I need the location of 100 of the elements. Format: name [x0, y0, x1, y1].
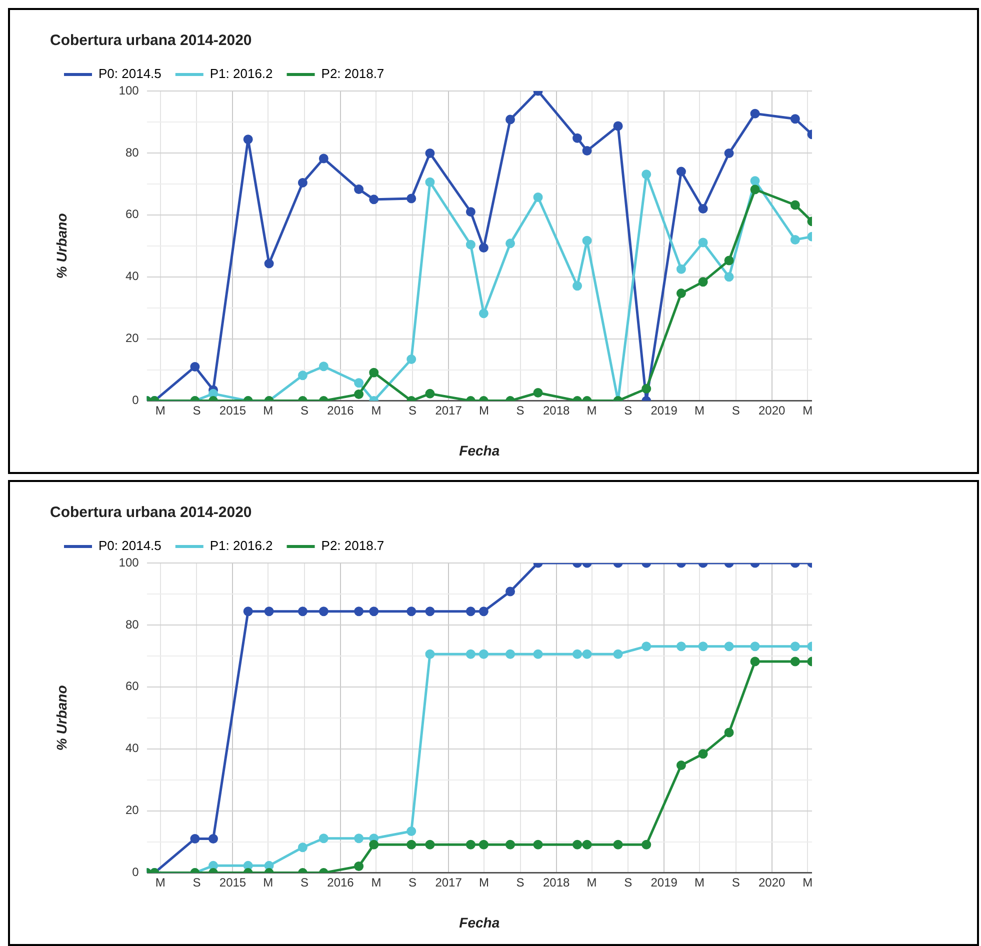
point	[724, 148, 734, 158]
x-tick-label: S	[516, 875, 524, 890]
y-tick-label: 40	[125, 741, 140, 756]
point	[298, 178, 308, 188]
x-tick-label: 2018	[542, 403, 570, 418]
point	[572, 840, 582, 850]
y-tick-label: 20	[125, 803, 140, 818]
x-tick-label: M	[263, 875, 274, 890]
x-tick-label: M	[802, 875, 813, 890]
point	[676, 264, 686, 274]
x-tick-label: 2017	[435, 403, 462, 418]
y-tick-label: 40	[125, 269, 140, 284]
point	[676, 642, 686, 652]
point	[354, 390, 364, 400]
point	[406, 840, 416, 850]
y-tick-label: 60	[125, 679, 140, 694]
point	[572, 649, 582, 659]
point	[425, 148, 435, 158]
point	[425, 606, 435, 616]
legend-label: P1: 2016.2	[210, 538, 273, 554]
x-tick-label: M	[263, 403, 274, 418]
point	[478, 606, 488, 616]
point	[698, 642, 708, 652]
point	[750, 642, 760, 652]
point	[354, 862, 364, 872]
legend-label: P2: 2018.7	[321, 538, 384, 554]
point	[264, 860, 274, 870]
point	[613, 840, 623, 850]
point	[425, 840, 435, 850]
point	[506, 238, 516, 248]
point	[354, 378, 364, 388]
x-tick-label: 2020	[758, 875, 786, 890]
point	[698, 204, 708, 214]
point	[613, 121, 623, 131]
x-tick-label: 2019	[650, 403, 678, 418]
x-tick-label: 2016	[327, 403, 354, 418]
point	[506, 586, 516, 596]
y-tick-label: 80	[125, 145, 140, 160]
point	[425, 649, 435, 659]
point	[642, 840, 652, 850]
legend-label: P1: 2016.2	[210, 66, 273, 82]
x-tick-label: S	[192, 403, 201, 418]
point	[425, 177, 435, 187]
y-axis-title: % Urbano	[53, 212, 70, 279]
point	[406, 354, 416, 364]
legend-label: P0: 2014.5	[98, 66, 162, 82]
x-tick-label: S	[624, 875, 632, 890]
x-tick-label: S	[192, 875, 201, 890]
point	[790, 114, 800, 124]
point	[724, 642, 734, 652]
point	[425, 388, 435, 398]
point	[466, 649, 476, 659]
x-tick-label: 2018	[542, 875, 570, 890]
point	[698, 749, 708, 759]
point	[506, 840, 516, 850]
point	[369, 606, 379, 616]
x-tick-label: M	[694, 875, 705, 890]
point	[190, 834, 200, 844]
point	[750, 184, 760, 194]
point	[406, 606, 416, 616]
y-tick-label: 100	[118, 83, 140, 98]
point	[466, 840, 476, 850]
point	[790, 234, 800, 244]
x-tick-label: 2020	[758, 403, 786, 418]
x-tick-label: M	[802, 403, 813, 418]
point	[642, 170, 652, 180]
point	[264, 606, 274, 616]
x-axis-title: Fecha	[459, 442, 500, 458]
point	[698, 238, 708, 248]
point	[478, 649, 488, 659]
point	[582, 649, 592, 659]
legend-label: P2: 2018.7	[321, 66, 384, 82]
x-tick-label: S	[300, 403, 308, 418]
point	[354, 834, 364, 844]
point	[298, 842, 308, 852]
point	[533, 649, 543, 659]
point	[354, 606, 364, 616]
point	[190, 362, 200, 372]
x-tick-label: M	[586, 403, 597, 418]
x-tick-label: M	[371, 403, 382, 418]
point	[318, 834, 328, 844]
point	[506, 649, 516, 659]
point	[676, 166, 686, 176]
y-tick-label: 80	[125, 617, 140, 632]
point	[533, 192, 543, 202]
x-tick-label: S	[408, 403, 417, 418]
x-tick-label: 2015	[219, 403, 246, 418]
x-tick-label: 2019	[650, 875, 678, 890]
point	[724, 256, 734, 266]
x-tick-label: S	[624, 403, 632, 418]
point	[298, 606, 308, 616]
point	[406, 826, 416, 836]
point	[406, 194, 416, 204]
point	[572, 281, 582, 291]
x-tick-label: S	[408, 875, 417, 890]
point	[466, 606, 476, 616]
point	[478, 840, 488, 850]
x-tick-label: S	[300, 875, 308, 890]
point	[533, 840, 543, 850]
y-tick-label: 0	[132, 865, 140, 880]
